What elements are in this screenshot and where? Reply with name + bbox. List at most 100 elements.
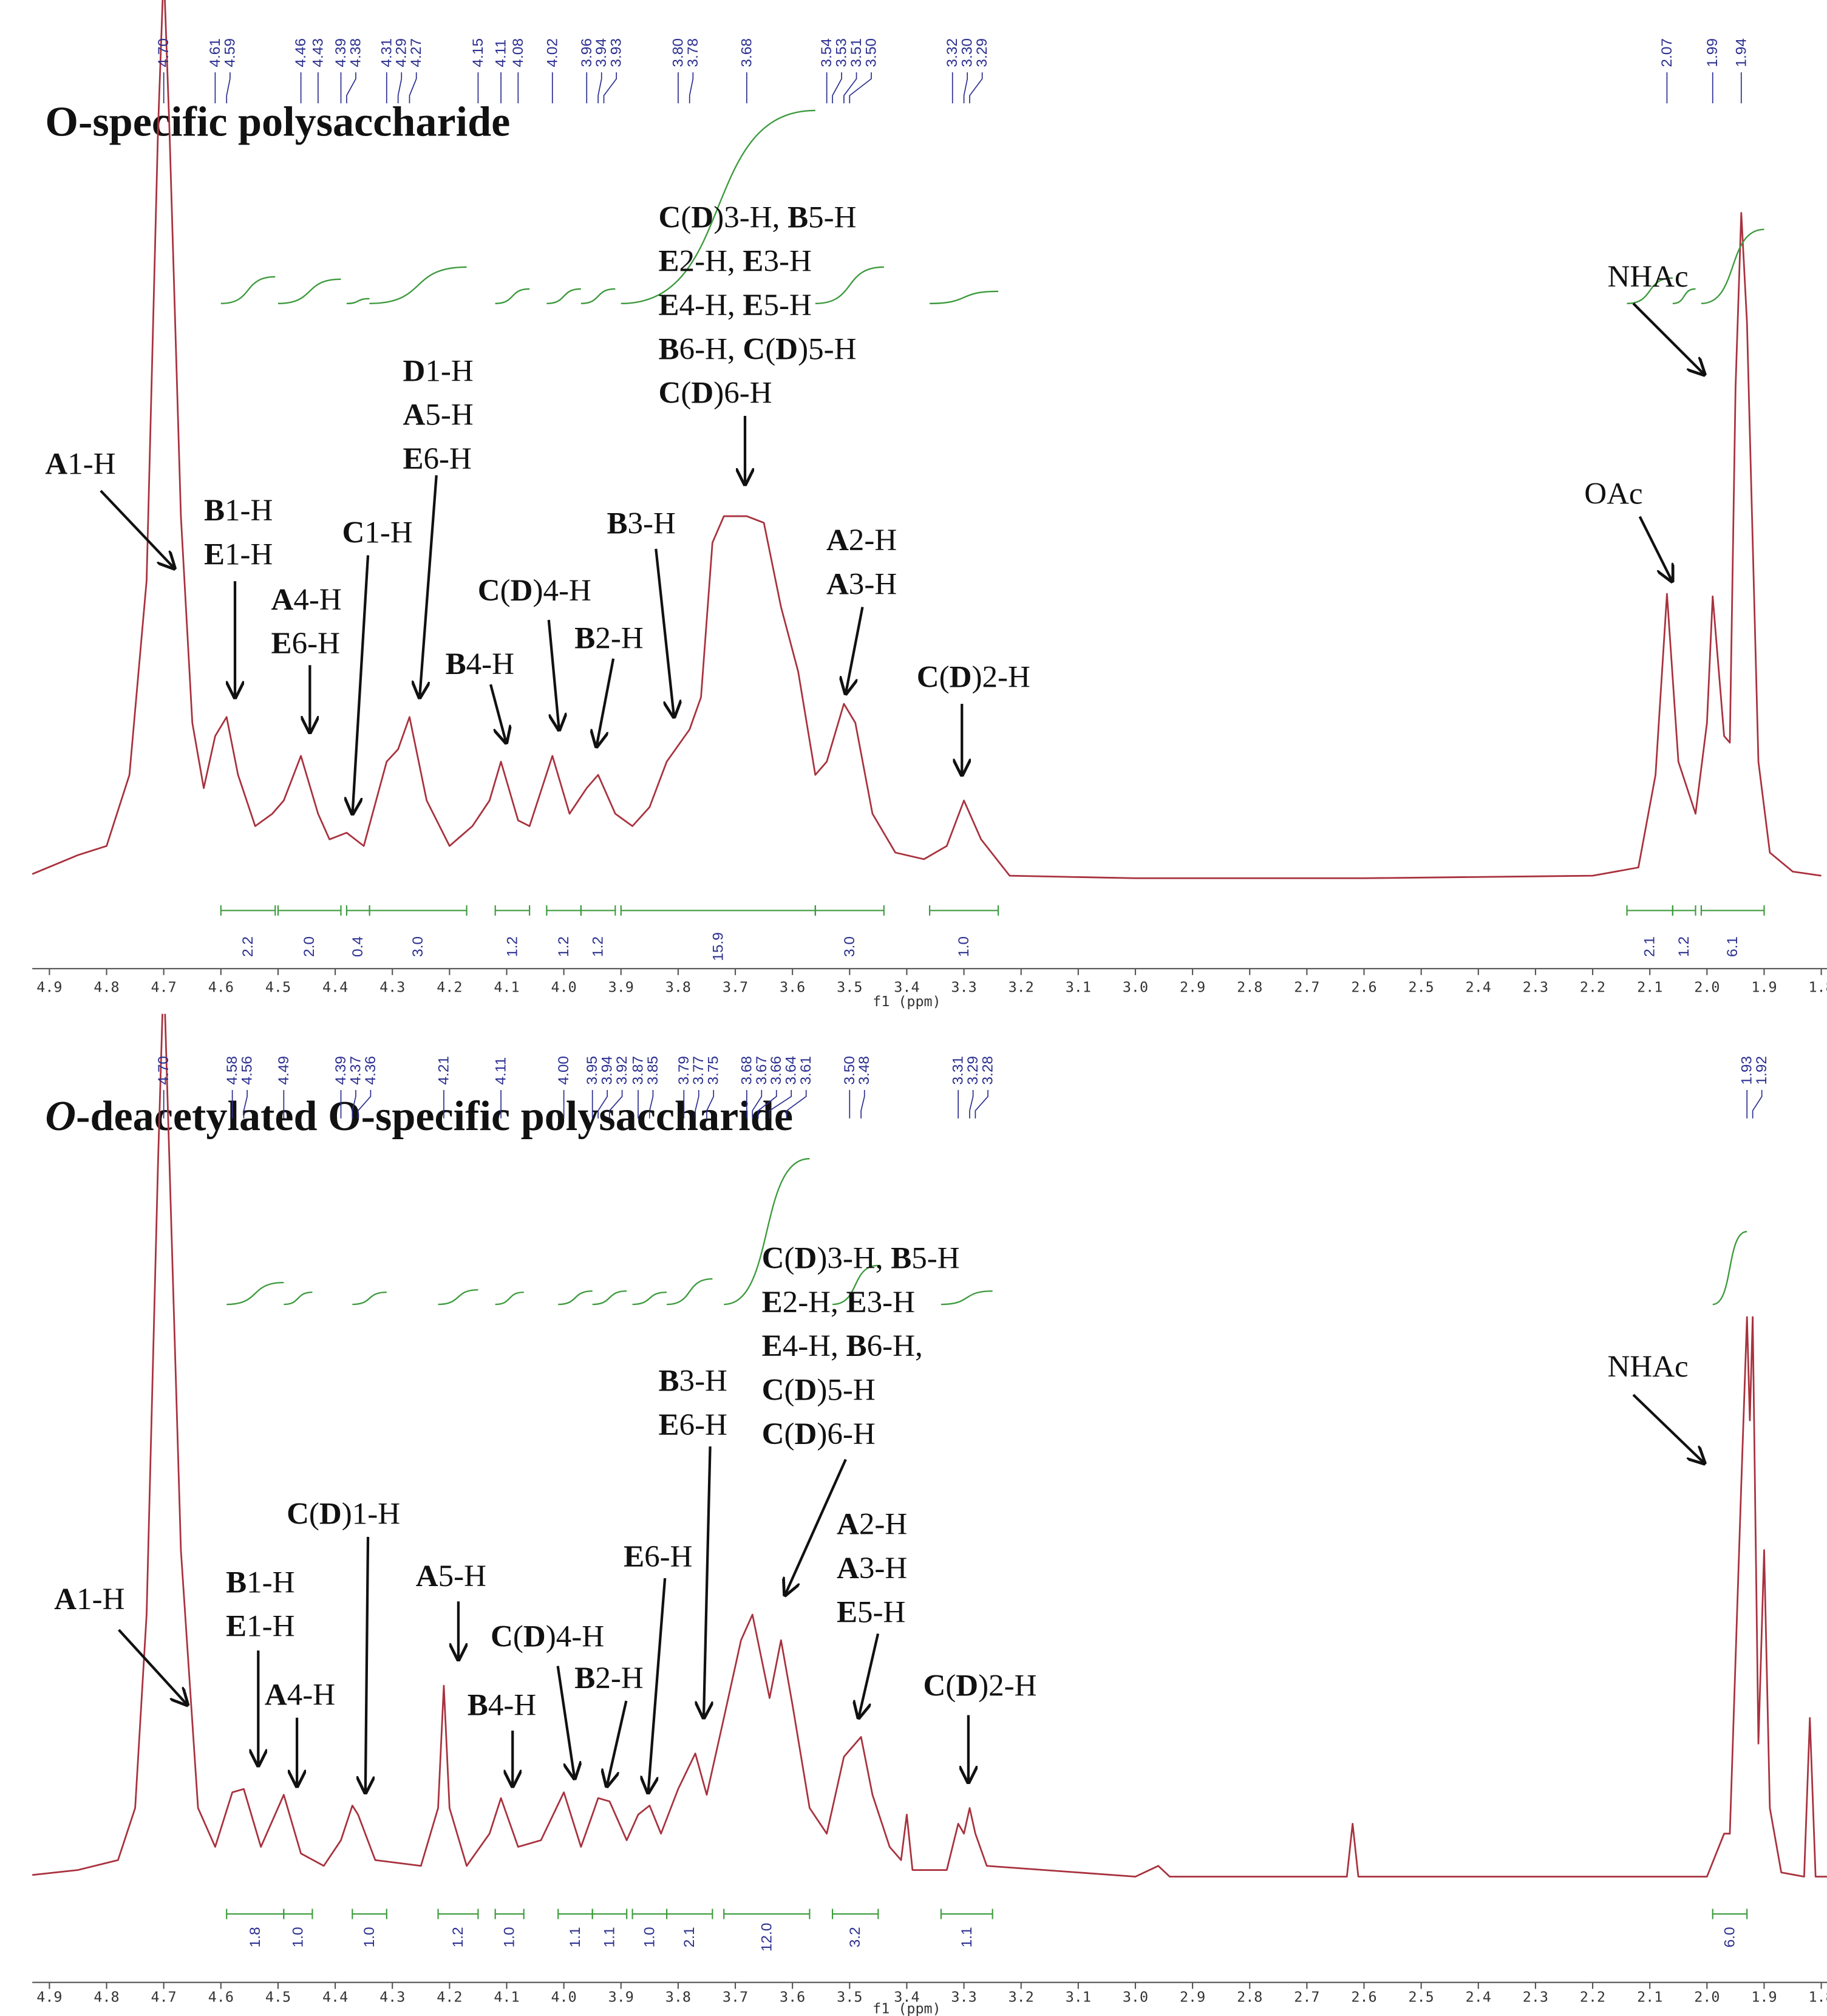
integral-curve — [346, 298, 370, 304]
integral-label: 3.0 — [842, 936, 858, 957]
annotation-line: B2-H — [574, 1661, 643, 1695]
x-tick-label: 4.3 — [379, 1989, 405, 2006]
integral-label: 1.0 — [956, 936, 972, 957]
x-tick-label: 2.8 — [1237, 978, 1262, 995]
x-tick-label: 3.4 — [894, 1989, 919, 2006]
peak-label: 3.54 — [818, 38, 835, 67]
integral-curve — [277, 278, 341, 304]
x-tick-label: 3.8 — [665, 978, 691, 995]
x-tick-label: 3.9 — [608, 978, 634, 995]
annotation-part: D — [523, 1620, 546, 1654]
x-axis-label: f1 (ppm) — [873, 993, 941, 1010]
x-tick-label: 3.3 — [951, 1989, 976, 2006]
annotation-arrow — [366, 1536, 368, 1793]
annotation-line: OAc — [1584, 477, 1642, 511]
annotation-part: B — [204, 494, 225, 528]
x-tick-label: 2.8 — [1237, 1989, 1262, 2006]
annotation-line: C(D)4-H — [478, 574, 591, 608]
x-tick-label: 3.1 — [1066, 1989, 1091, 2006]
annotation-line: E6-H — [271, 627, 340, 661]
annotation-line: A2-H — [837, 1508, 907, 1542]
integral-curve — [941, 1290, 993, 1306]
annotation-part: A — [416, 1559, 438, 1593]
peak-connector — [648, 1090, 654, 1119]
peak-label: 3.53 — [834, 38, 850, 67]
integral-curve — [558, 1290, 593, 1306]
peak-label: 1.92 — [1754, 1056, 1770, 1085]
integral-bracket — [546, 905, 582, 916]
x-tick-label: 2.9 — [1180, 978, 1205, 995]
x-tick-label: 4.1 — [494, 1989, 519, 2006]
peak-connector — [352, 1090, 356, 1119]
annotation-part: 3-H — [849, 567, 897, 601]
annotation-arrow — [846, 607, 864, 693]
x-tick-label: 2.7 — [1294, 978, 1319, 995]
title-part: O — [45, 1092, 76, 1140]
integral-curve — [930, 290, 999, 304]
peak-label: 4.61 — [207, 38, 223, 67]
annotation-part: 5-H — [857, 1595, 905, 1629]
x-tick-label: 4.4 — [322, 1989, 348, 2006]
annotation-part: ( — [945, 1669, 956, 1703]
annotation-part: 3-H — [679, 1364, 727, 1398]
annotation-arrow — [607, 1700, 628, 1786]
peak-connector — [969, 1090, 974, 1119]
peak-label: 3.94 — [599, 1056, 616, 1085]
x-tick-label: 4.4 — [322, 978, 348, 995]
peak-label: 3.87 — [630, 1056, 646, 1085]
annotation-line: B4-H — [446, 647, 514, 681]
integral-bracket — [494, 1909, 525, 1919]
annotation-part: A — [45, 448, 67, 482]
peak-label: 4.46 — [293, 38, 309, 67]
annotation-part: C — [287, 1497, 309, 1531]
x-tick-label: 2.1 — [1637, 1989, 1662, 2006]
annotation-part: 4-H, — [679, 288, 743, 322]
integral-curve — [220, 276, 276, 304]
x-tick-label: 4.6 — [208, 1989, 234, 2006]
integral-bracket — [220, 905, 276, 916]
peak-label: 4.21 — [435, 1056, 452, 1085]
panel: O-deacetylated O-specific polysaccharide… — [32, 1013, 1827, 2016]
annotation-line: C(D)5-H — [762, 1373, 876, 1407]
annotation-arrow — [785, 1459, 847, 1595]
peak-label: 3.64 — [783, 1056, 800, 1085]
annotation-part: D — [691, 376, 713, 410]
annotation-part: 2-H — [595, 1661, 643, 1695]
x-tick-label: 3.6 — [780, 978, 805, 995]
peak-label: 3.48 — [856, 1056, 873, 1085]
annotation-line: B3-H — [659, 1364, 727, 1398]
integral-curve — [495, 288, 530, 304]
integral-bracket — [1672, 905, 1696, 916]
integral-label: 1.8 — [247, 1927, 264, 1947]
annotation-arrow — [118, 1629, 188, 1704]
peak-label: 4.49 — [276, 1056, 292, 1085]
annotation-part: 1-H — [364, 516, 412, 550]
annotation-part: 4-H — [293, 583, 341, 617]
peak-connector — [226, 72, 231, 104]
annotation-part: B — [891, 1242, 911, 1276]
x-tick-label: 2.1 — [1637, 978, 1662, 995]
peak-label: 3.30 — [959, 38, 976, 67]
peak-label: 1.94 — [1733, 38, 1749, 67]
annotation-line: E2-H, E3-H — [659, 245, 812, 279]
peak-connector — [695, 1090, 699, 1119]
peak-connector — [786, 1090, 807, 1119]
peak-label: 3.61 — [798, 1056, 814, 1085]
x-axis-label: f1 (ppm) — [873, 2000, 941, 2016]
annotation-part: 6-H, — [679, 332, 743, 366]
x-tick-label: 3.0 — [1123, 978, 1148, 995]
annotation-part: A — [54, 1582, 77, 1616]
annotation-part: B — [659, 1364, 679, 1398]
annotation-line: E1-H — [226, 1610, 294, 1644]
integral-curve — [1712, 1230, 1747, 1306]
integral-label: 1.1 — [601, 1927, 618, 1947]
annotation-part: 6-H — [424, 442, 472, 476]
integral-bracket — [723, 1909, 811, 1919]
annotation-part: NHAc — [1607, 260, 1688, 294]
annotation-part: ( — [784, 1242, 794, 1276]
x-tick-label: 4.1 — [494, 978, 519, 995]
peak-label: 4.08 — [510, 38, 526, 67]
integral-label: 1.1 — [959, 1927, 975, 1947]
annotation-line: A4-H — [265, 1678, 335, 1712]
